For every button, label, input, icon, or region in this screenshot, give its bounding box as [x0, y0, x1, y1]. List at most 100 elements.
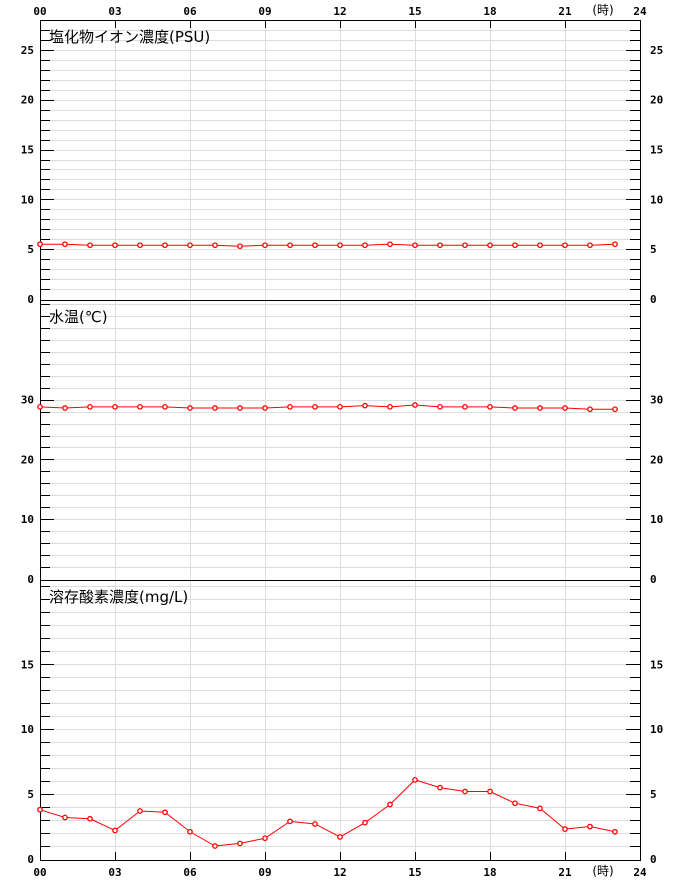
data-point: [312, 403, 318, 410]
y-tick-label-left: 10: [21, 723, 34, 736]
panel-title: 溶存酸素濃度(mg/L): [49, 588, 188, 606]
y-tick-label-right: 0: [650, 293, 657, 306]
y-tick-label-left: 0: [27, 293, 34, 306]
x-tick-label-top: 00: [33, 5, 46, 18]
data-point: [312, 242, 318, 249]
y-tick-label-left: 0: [27, 853, 34, 866]
data-point: [337, 834, 343, 840]
data-point: [62, 241, 68, 248]
data-point: [187, 242, 193, 249]
data-point: [112, 827, 118, 834]
data-point: [537, 242, 543, 249]
y-tick-label-right: 15: [650, 144, 663, 157]
data-point: [412, 242, 418, 249]
series-line: [39, 779, 616, 847]
x-tick-label-bottom: 18: [483, 866, 496, 879]
data-point: [612, 241, 618, 248]
data-point: [87, 242, 93, 249]
data-point: [137, 242, 143, 249]
data-point: [262, 242, 268, 249]
x-tick-label-bottom: 03: [108, 866, 121, 879]
data-point: [112, 242, 118, 249]
y-tick-label-right: 5: [650, 243, 657, 256]
data-point: [87, 403, 93, 410]
data-point: [412, 402, 418, 408]
data-point: [312, 821, 318, 827]
data-point: [287, 242, 293, 249]
x-tick-label-top: 12: [333, 5, 346, 18]
data-point: [562, 242, 568, 249]
y-tick-label-right: 20: [650, 94, 663, 107]
data-point: [337, 403, 343, 410]
x-tick-label-top: 03: [108, 5, 121, 18]
data-point: [562, 826, 568, 833]
y-tick-label-left: 10: [21, 513, 34, 526]
data-point: [587, 406, 593, 413]
data-point: [487, 403, 493, 410]
y-tick-label-right: 5: [650, 788, 657, 801]
data-point: [462, 788, 468, 795]
x-tick-label-top: 18: [483, 5, 496, 18]
data-point: [87, 815, 93, 822]
y-tick-label-left: 15: [21, 658, 34, 671]
plot-frame: [40, 580, 641, 861]
data-point: [437, 784, 443, 791]
y-tick-label-left: 5: [27, 788, 34, 801]
data-point: [137, 403, 143, 410]
x-tick-label-bottom: 09: [258, 866, 271, 879]
y-tick-label-left: 20: [21, 94, 34, 107]
data-point: [512, 242, 518, 249]
data-point: [437, 242, 443, 249]
series-line: [39, 404, 615, 410]
data-point: [487, 242, 493, 249]
data-point: [387, 801, 393, 808]
y-tick-label-left: 25: [21, 44, 34, 57]
data-point: [112, 403, 118, 410]
data-point: [562, 405, 568, 411]
x-unit-label-bottom: (時): [592, 864, 613, 878]
data-point: [212, 242, 218, 249]
data-point: [337, 242, 343, 249]
data-point: [437, 403, 443, 410]
data-point: [162, 242, 168, 249]
y-tick-label-right: 10: [650, 193, 663, 206]
y-tick-label-left: 5: [27, 243, 34, 256]
y-tick-label-right: 20: [650, 453, 663, 466]
data-point: [612, 828, 618, 835]
data-point: [237, 243, 243, 250]
data-point: [262, 405, 268, 411]
y-tick-label-right: 15: [650, 658, 663, 671]
x-tick-label-bottom: 24: [633, 866, 647, 879]
y-tick-label-left: 10: [21, 193, 34, 206]
panel-3: 0 0 5 5 10 10 15 15 溶存酸素濃度(mg/L): [21, 580, 663, 866]
y-tick-label-right: 30: [650, 394, 663, 407]
panel-title: 塩化物イオン濃度(PSU): [49, 28, 210, 46]
x-unit-label-top: (時): [592, 3, 613, 17]
data-point: [187, 405, 193, 411]
data-point: [237, 405, 243, 411]
data-point: [387, 403, 393, 410]
series-line: [40, 243, 616, 247]
data-point: [512, 800, 518, 807]
data-point: [362, 402, 368, 409]
panel-title: 水温(℃): [49, 308, 108, 326]
x-tick-label-bottom: 21: [558, 866, 572, 879]
x-tick-label-bottom: 15: [408, 866, 421, 879]
y-tick-label-right: 0: [650, 573, 657, 586]
y-tick-label-left: 30: [21, 394, 34, 407]
data-point: [212, 405, 218, 411]
data-point: [287, 403, 293, 410]
y-tick-label-left: 20: [21, 453, 34, 466]
x-tick-label-top: 09: [258, 5, 271, 18]
panel-1: 0 0 5 5 10 10 15 15 20 20 25 25 塩化物イオン濃度(PSU): [21, 20, 663, 306]
x-tick-label-top: 21: [558, 5, 572, 18]
data-point: [62, 814, 68, 821]
y-tick-label-right: 25: [650, 44, 663, 57]
data-point: [137, 808, 143, 814]
data-point: [37, 806, 43, 813]
data-point: [187, 828, 193, 835]
x-tick-label-bottom: 00: [33, 866, 46, 879]
x-tick-label-top: 06: [183, 5, 197, 18]
data-point: [462, 242, 468, 249]
